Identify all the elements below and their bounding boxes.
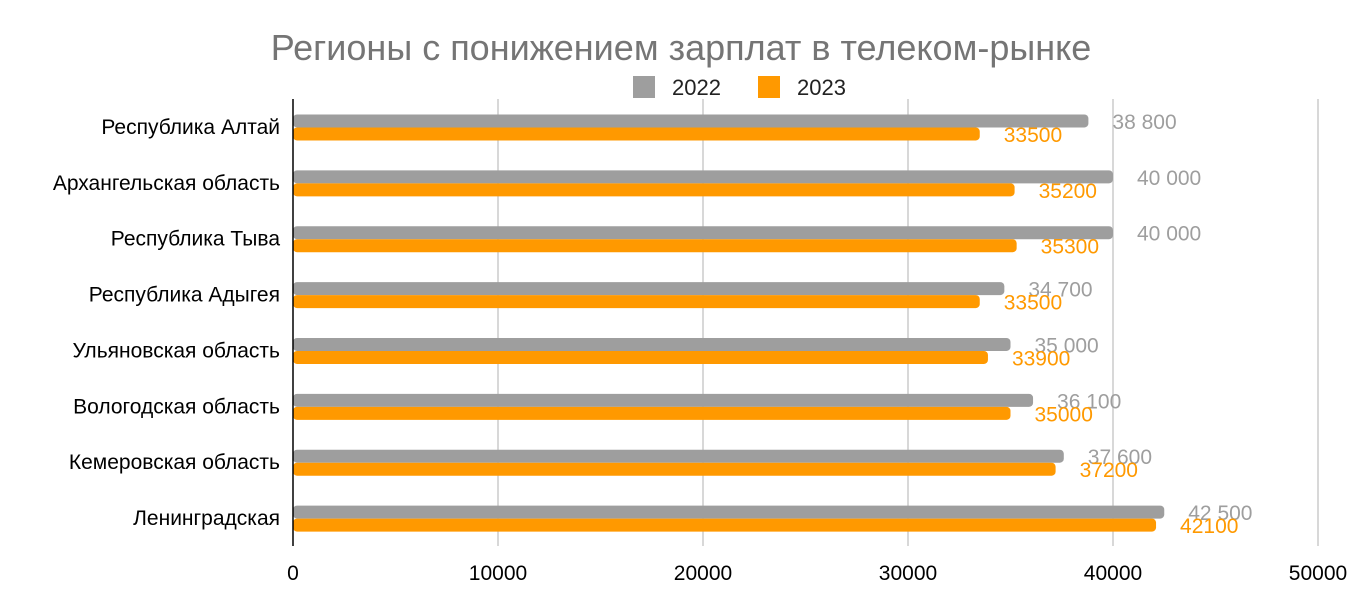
bar-2023 [293,462,1056,476]
bar-2023 [293,239,1017,253]
category-label: Кемеровская область [69,451,280,474]
legend-swatch-2023 [758,76,780,98]
data-label-2022: 34 700 [1028,279,1092,302]
x-tick-label: 0 [287,562,299,585]
x-tick-label: 30000 [879,562,937,585]
data-label-2023: 33900 [1012,347,1070,370]
category-label: Республика Адыгея [89,284,280,307]
bar-2022 [293,505,1165,519]
x-tick-label: 50000 [1289,562,1347,585]
category-label: Республика Алтай [101,116,280,139]
category-label: Ленинградская [133,507,280,530]
data-label-2023: 42100 [1180,515,1238,538]
bar-2023 [293,350,988,364]
bar-2022 [293,449,1064,463]
category-label: Архангельская область [53,172,280,195]
chart-title: Регионы с понижением зарплат в телеком-р… [271,27,1092,68]
data-label-2023: 33500 [1004,124,1062,147]
bar-2023 [293,406,1011,420]
data-label-2023: 35300 [1041,236,1099,259]
bar-2023 [293,127,980,141]
x-tick-label: 10000 [469,562,527,585]
data-label-2022: 38 800 [1112,111,1176,134]
bar-2023 [293,183,1015,197]
x-tick-label: 40000 [1084,562,1142,585]
legend-label-2023: 2023 [797,75,846,100]
data-label-2022: 40 000 [1137,167,1201,190]
data-label-2022: 40 000 [1137,223,1201,246]
data-label-2022: 36 100 [1057,390,1121,413]
x-tick-labels: 0 10000 20000 30000 40000 50000 [287,562,1347,585]
data-label-2023: 35000 [1035,403,1093,426]
bar-2022 [293,393,1034,407]
bar-2023 [293,518,1157,532]
bars [293,114,1165,532]
data-label-2023: 35200 [1039,180,1097,203]
bar-2022 [293,170,1113,184]
data-label-2023: 37200 [1080,459,1138,482]
bar-2022 [293,226,1113,240]
legend-swatch-2022 [633,76,655,98]
data-label-2023: 33500 [1004,292,1062,315]
bar-2023 [293,295,980,309]
category-label: Вологодская область [73,395,280,418]
bar-2022 [293,114,1089,128]
x-tick-label: 20000 [674,562,732,585]
category-labels: Республика Алтай Архангельская область Рес… [53,116,280,530]
legend-label-2022: 2022 [672,75,721,100]
bar-2022 [293,337,1011,351]
data-label-2022: 35 000 [1035,334,1099,357]
bar-2022 [293,282,1005,296]
data-label-2022: 42 500 [1188,502,1252,525]
category-label: Республика Тыва [111,228,281,251]
data-label-2022: 37 600 [1088,446,1152,469]
legend: 2022 2023 [633,75,846,100]
category-label: Ульяновская область [73,339,281,362]
